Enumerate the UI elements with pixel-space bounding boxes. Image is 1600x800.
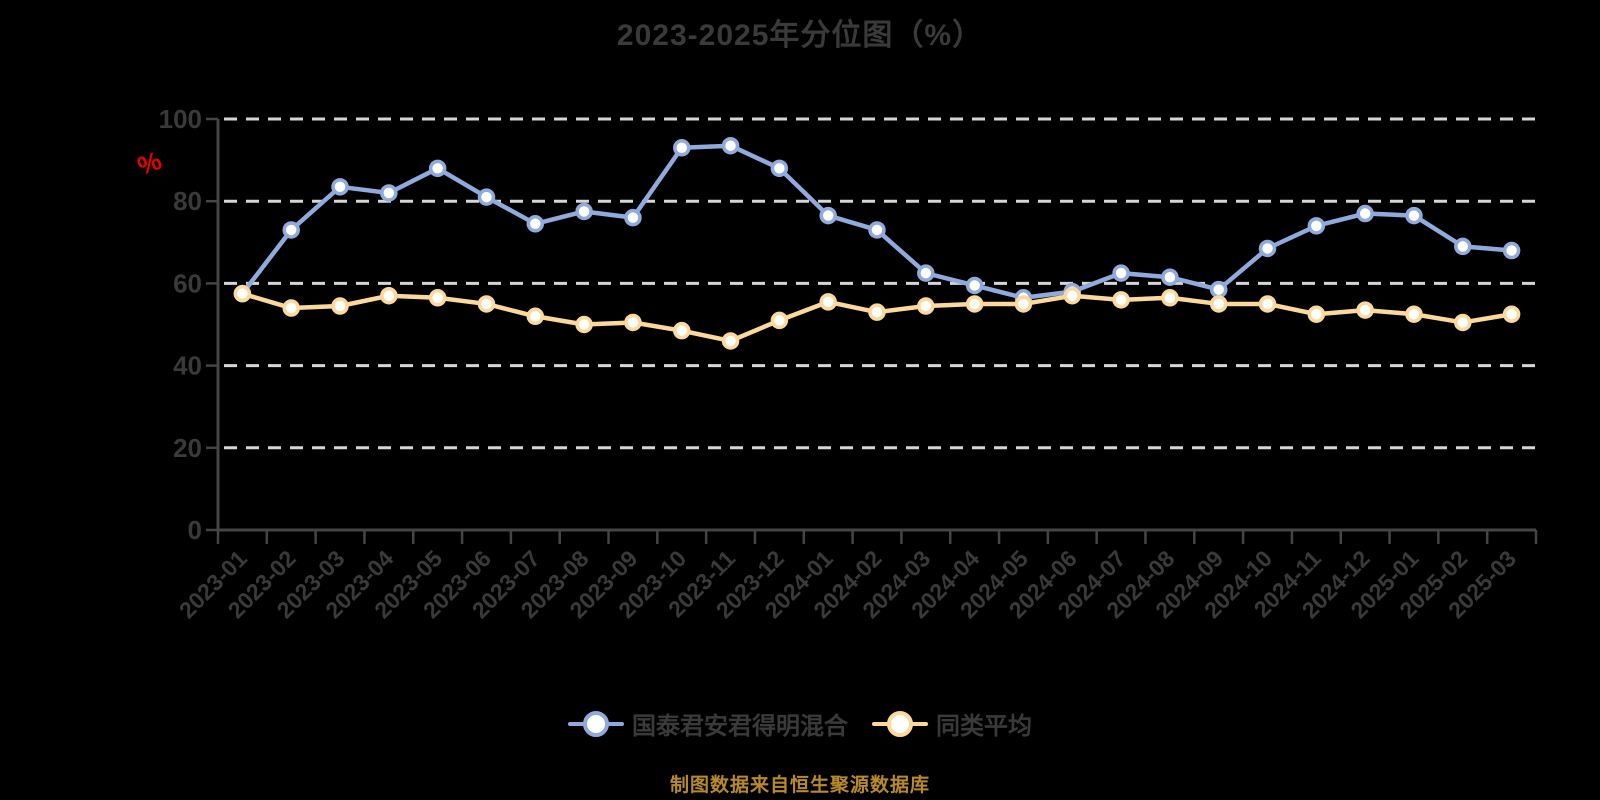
legend: 国泰君安君得明混合 同类平均: [0, 706, 1600, 741]
data-point-marker[interactable]: [380, 286, 398, 305]
data-point-marker[interactable]: [1258, 295, 1277, 313]
legend-marker-category-average-icon: [872, 710, 928, 738]
data-point-marker[interactable]: [1112, 291, 1130, 309]
data-point-marker[interactable]: [917, 264, 935, 282]
data-point-marker[interactable]: [672, 321, 691, 340]
data-point-marker[interactable]: [672, 139, 691, 157]
data-point-marker[interactable]: [526, 215, 545, 233]
legend-label-category-average: 同类平均: [936, 713, 1032, 740]
legend-item-fund[interactable]: 国泰君安君得明混合: [568, 706, 848, 741]
data-point-marker[interactable]: [770, 311, 789, 330]
data-point-marker[interactable]: [721, 136, 740, 155]
data-point-marker[interactable]: [1405, 305, 1423, 323]
data-point-marker[interactable]: [477, 295, 496, 313]
data-point-marker[interactable]: [770, 159, 789, 178]
data-point-marker[interactable]: [1161, 289, 1179, 307]
data-point-marker[interactable]: [624, 208, 642, 227]
chart-title: 2023-2025年分位图（%）: [616, 19, 984, 52]
data-point-marker[interactable]: [1454, 237, 1472, 256]
data-point-marker[interactable]: [1405, 206, 1423, 225]
data-point-marker[interactable]: [1209, 295, 1228, 313]
data-point-marker[interactable]: [917, 297, 935, 315]
data-point-marker[interactable]: [1356, 301, 1374, 319]
data-point-marker[interactable]: [819, 206, 837, 225]
legend-label-fund: 国泰君安君得明混合: [632, 713, 848, 740]
data-point-marker[interactable]: [1014, 295, 1033, 313]
y-axis-label: 100: [159, 104, 202, 134]
data-point-marker[interactable]: [331, 297, 349, 315]
data-point-marker[interactable]: [1356, 204, 1374, 223]
data-point-marker[interactable]: [282, 221, 300, 239]
y-axis-label: 60: [173, 268, 202, 298]
legend-marker-fund-icon: [568, 710, 624, 738]
data-point-marker[interactable]: [1307, 217, 1326, 235]
data-point-marker[interactable]: [868, 303, 886, 321]
data-point-marker[interactable]: [965, 276, 984, 295]
data-point-marker[interactable]: [380, 184, 398, 202]
y-axis-label: 40: [173, 351, 202, 381]
data-point-marker[interactable]: [575, 202, 593, 221]
data-point-marker[interactable]: [819, 293, 837, 311]
data-point-marker[interactable]: [1209, 280, 1228, 299]
data-point-marker[interactable]: [526, 307, 545, 326]
data-point-marker[interactable]: [1063, 286, 1082, 305]
data-point-marker[interactable]: [428, 159, 447, 178]
data-point-marker[interactable]: [428, 289, 447, 307]
data-point-marker[interactable]: [1502, 305, 1521, 323]
data-point-marker[interactable]: [282, 299, 300, 317]
y-axis-label: 0: [188, 515, 202, 545]
data-point-marker[interactable]: [1454, 313, 1472, 332]
data-point-marker[interactable]: [868, 221, 886, 239]
data-point-marker[interactable]: [233, 284, 252, 303]
data-point-marker[interactable]: [1307, 305, 1326, 323]
legend-item-category-average[interactable]: 同类平均: [872, 706, 1032, 741]
data-point-marker[interactable]: [721, 332, 740, 350]
data-point-marker[interactable]: [1258, 239, 1277, 258]
data-point-marker[interactable]: [1161, 268, 1179, 286]
data-point-marker[interactable]: [965, 295, 984, 313]
data-point-marker[interactable]: [1502, 241, 1521, 260]
data-point-marker[interactable]: [477, 188, 496, 206]
data-point-marker[interactable]: [575, 315, 593, 334]
data-point-marker[interactable]: [1112, 264, 1130, 282]
data-point-marker[interactable]: [624, 313, 642, 332]
data-source-note: 制图数据来自恒生聚源数据库: [669, 775, 930, 796]
y-axis-label: 20: [173, 433, 202, 463]
data-point-marker[interactable]: [331, 178, 349, 196]
y-axis-label: 80: [173, 186, 202, 216]
